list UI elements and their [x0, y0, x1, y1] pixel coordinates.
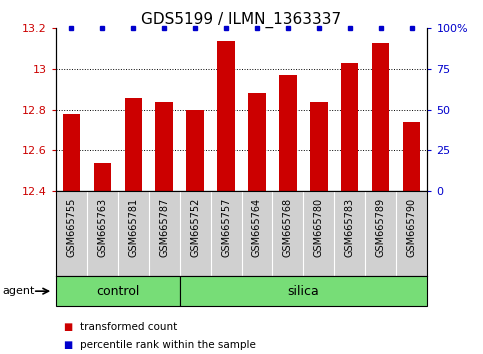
- Text: GSM665755: GSM665755: [66, 198, 76, 257]
- Bar: [280, 75, 297, 191]
- Text: agent: agent: [2, 286, 35, 296]
- Text: GSM665752: GSM665752: [190, 198, 200, 257]
- Text: transformed count: transformed count: [80, 322, 177, 332]
- Text: ■: ■: [63, 340, 72, 350]
- Text: GSM665757: GSM665757: [221, 198, 231, 257]
- Text: ■: ■: [63, 322, 72, 332]
- Bar: [56, 276, 180, 306]
- Bar: [94, 163, 111, 191]
- Text: GSM665764: GSM665764: [252, 198, 262, 257]
- Text: control: control: [96, 285, 139, 298]
- Text: GSM665787: GSM665787: [159, 198, 169, 257]
- Text: percentile rank within the sample: percentile rank within the sample: [80, 340, 256, 350]
- Bar: [186, 110, 203, 191]
- Title: GDS5199 / ILMN_1363337: GDS5199 / ILMN_1363337: [142, 12, 341, 28]
- Bar: [62, 114, 80, 191]
- Text: GSM665789: GSM665789: [376, 198, 386, 257]
- Bar: [372, 42, 389, 191]
- Bar: [125, 97, 142, 191]
- Bar: [180, 276, 427, 306]
- Bar: [156, 102, 172, 191]
- Text: GSM665790: GSM665790: [407, 198, 417, 257]
- Bar: [341, 63, 358, 191]
- Bar: [248, 93, 266, 191]
- Text: GSM665781: GSM665781: [128, 198, 138, 257]
- Text: GSM665763: GSM665763: [97, 198, 107, 257]
- Bar: [311, 102, 327, 191]
- Text: GSM665783: GSM665783: [345, 198, 355, 257]
- Text: GSM665780: GSM665780: [314, 198, 324, 257]
- Text: GSM665768: GSM665768: [283, 198, 293, 257]
- Text: silica: silica: [287, 285, 319, 298]
- Bar: [217, 40, 235, 191]
- Bar: [403, 122, 421, 191]
